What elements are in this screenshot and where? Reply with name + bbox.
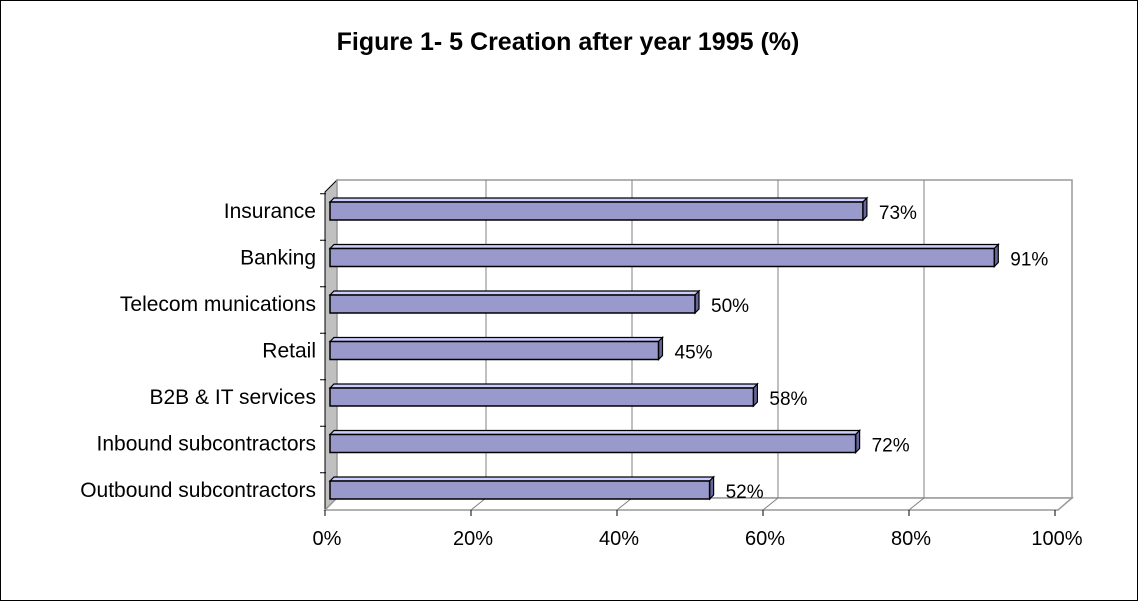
gridline-floor (908, 497, 925, 511)
bar (329, 294, 696, 314)
bar (329, 433, 857, 454)
data-label: 52% (726, 482, 764, 503)
category-label: Banking (240, 247, 316, 270)
category-label: Outbound subcontractors (80, 479, 316, 502)
data-labels: 73% 91% 50% 45% 58% 72% 52% (675, 203, 1049, 503)
data-label: 45% (675, 343, 713, 364)
x-tick-labels: 0% 20% 40% 60% 80% 100% (313, 528, 1083, 550)
bar (329, 201, 864, 221)
bar (329, 480, 711, 500)
data-label: 91% (1010, 250, 1048, 271)
data-label: 58% (769, 389, 807, 410)
x-tick-label: 20% (453, 528, 493, 550)
category-label: Telecom munications (120, 293, 316, 316)
category-label: Retail (262, 340, 316, 363)
gridline-floor (470, 497, 487, 511)
x-tick-label: 0% (313, 528, 342, 550)
floor (323, 497, 1075, 511)
gridline-floor (616, 497, 633, 511)
category-label: B2B & IT services (149, 386, 316, 409)
chart-title: Figure 1- 5 Creation after year 1995 (%) (336, 28, 800, 56)
bar (329, 247, 996, 268)
data-label: 50% (711, 296, 749, 317)
x-tick-label: 100% (1031, 528, 1082, 550)
bar (329, 387, 755, 407)
data-label: 72% (872, 436, 910, 457)
category-labels: Insurance Banking Telecom munications Retai… (80, 200, 316, 502)
bars (328, 196, 1000, 501)
category-label: Inbound subcontractors (97, 433, 316, 456)
data-label: 73% (879, 203, 917, 224)
x-tick-label: 60% (745, 528, 785, 550)
bar (329, 340, 660, 361)
x-tick-label: 40% (599, 528, 639, 550)
gridline-floor (762, 497, 779, 511)
x-tick-label: 80% (891, 528, 931, 550)
category-label: Insurance (224, 200, 316, 223)
